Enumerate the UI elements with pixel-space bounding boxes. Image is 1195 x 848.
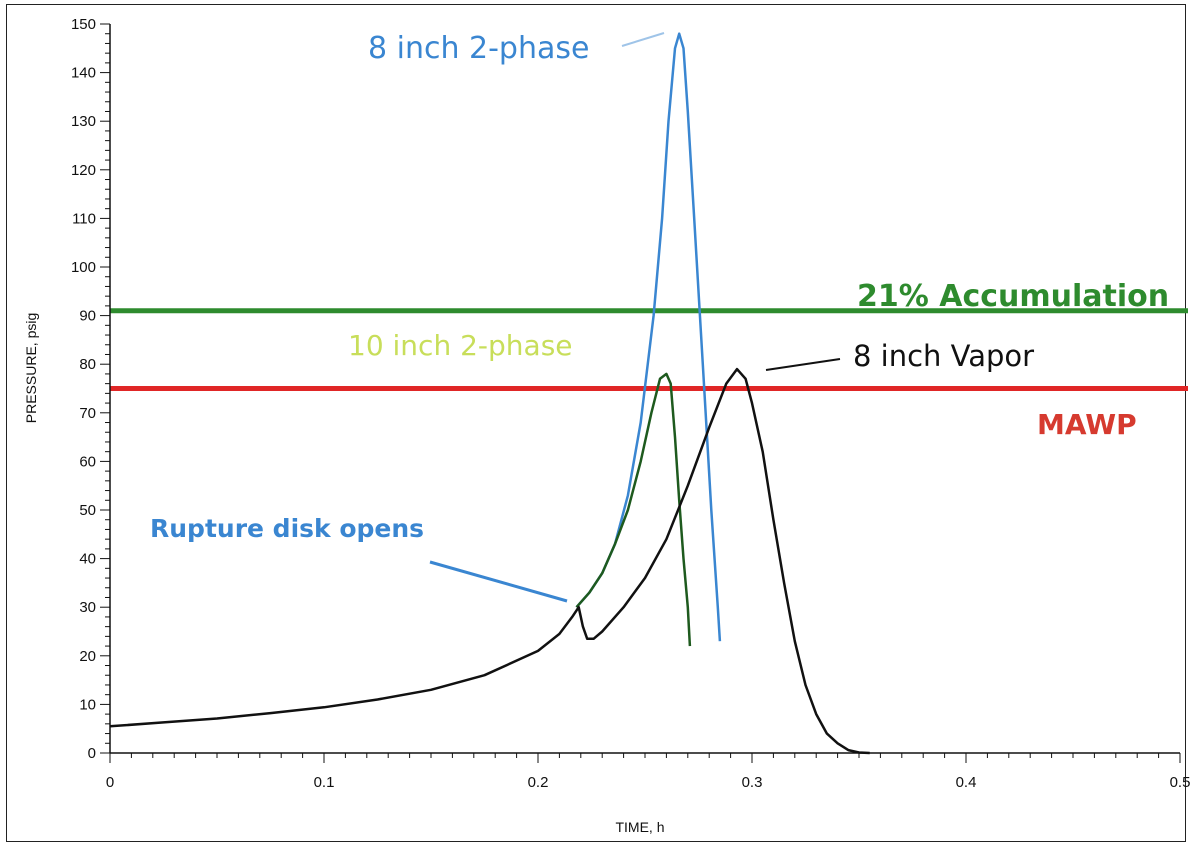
x-tick-label: 0.1	[314, 774, 335, 791]
annotation-leader-8in-vapor	[765, 358, 841, 371]
y-tick-label: 100	[71, 259, 96, 276]
y-tick-label: 90	[79, 308, 96, 325]
x-tick-label: 0	[106, 774, 114, 791]
y-tick-label: 70	[79, 405, 96, 422]
ticks: 0 10 20 30 40 50 60 70 80 90 100 110 120 130 140 150 0 0.…	[71, 16, 1190, 791]
x-tick-label: 0.2	[528, 774, 549, 791]
series-line-10-inch-2-phase	[575, 372, 692, 647]
y-tick-label: 60	[79, 453, 96, 470]
series-line-8-inch-2-phase	[575, 32, 722, 642]
annotation-rupture-disk-opens: Rupture disk opens	[150, 514, 424, 543]
y-tick-label: 130	[71, 113, 96, 130]
annotation-8-inch-vapor: 8 inch Vapor	[853, 339, 1034, 373]
annotation-leader-rupture	[429, 560, 568, 603]
series-line-8-inch-vapor	[109, 367, 870, 755]
annotation-21-accumulation: 21% Accumulation	[857, 279, 1169, 314]
y-tick-label: 150	[71, 16, 96, 33]
y-tick-label: 10	[79, 696, 96, 713]
y-tick-label: 110	[72, 210, 96, 227]
y-tick-label: 30	[79, 599, 96, 616]
annotation-8-inch-2-phase: 8 inch 2-phase	[368, 31, 589, 66]
x-axis-label: TIME, h	[615, 819, 664, 835]
annotation-leader-8in-2phase	[621, 32, 665, 47]
x-tick-label: 0.5	[1170, 774, 1191, 791]
y-tick-label: 120	[71, 162, 96, 179]
annotation-mawp: MAWP	[1037, 408, 1137, 441]
x-tick-label: 0.4	[956, 774, 977, 791]
y-tick-label: 40	[79, 551, 96, 568]
reference-lines	[110, 308, 1188, 391]
y-axis-label: PRESSURE, psig	[23, 313, 39, 423]
series-group	[109, 32, 870, 755]
y-tick-label: 50	[79, 502, 96, 519]
x-tick-label: 0.3	[742, 774, 763, 791]
y-tick-label: 20	[79, 648, 96, 665]
chart-frame	[6, 4, 1186, 842]
y-tick-label: 140	[71, 65, 96, 82]
y-tick-label: 80	[79, 356, 96, 373]
annotation-10-inch-2-phase: 10 inch 2-phase	[348, 329, 573, 362]
y-tick-label: 0	[88, 745, 96, 762]
